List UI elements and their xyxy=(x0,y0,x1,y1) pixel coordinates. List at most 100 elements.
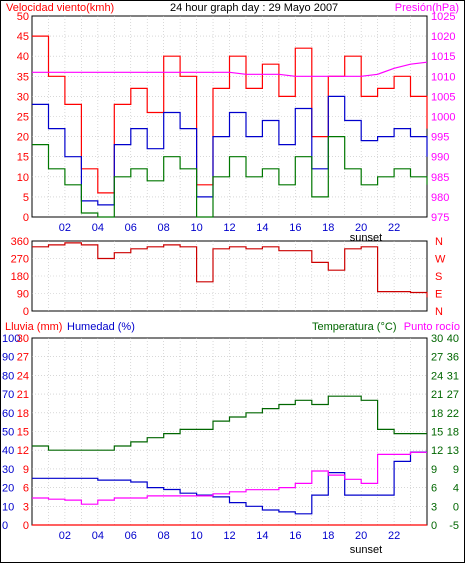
temp-left-tick-27: 27 xyxy=(431,352,443,364)
pressure-y-tick-985: 985 xyxy=(431,172,449,184)
pressure-y-tick-990: 990 xyxy=(431,152,449,164)
temp-right-tick-2: 4 xyxy=(453,483,459,495)
humidity-y-tick-0: 0 xyxy=(2,520,8,532)
direction-compass-2: S xyxy=(435,271,442,283)
chart-title: 24 hour graph day : 29 Mayo 2007 xyxy=(170,2,338,14)
humidity-y-tick-30: 30 xyxy=(2,464,14,476)
temp-left-tick-3: 3 xyxy=(431,501,437,513)
temp-left-tick-18: 18 xyxy=(431,408,443,420)
direction-compass-3: E xyxy=(435,289,442,301)
wind-y-tick-35: 35 xyxy=(17,71,29,83)
direction-line xyxy=(32,242,428,298)
direction-compass-0: N xyxy=(435,236,443,248)
wind-y-tick-40: 40 xyxy=(17,51,29,63)
humidity-y-tick-90: 90 xyxy=(2,352,14,364)
climate-x-tick-06: 06 xyxy=(125,530,137,542)
direction-y-tick-270: 270 xyxy=(11,254,29,266)
direction-y-tick-90: 90 xyxy=(17,289,29,301)
climate-x-tick-14: 14 xyxy=(256,530,268,542)
min-line xyxy=(32,136,428,218)
temperature-line xyxy=(32,395,427,451)
temp-right-tick-4: 13 xyxy=(447,445,459,457)
rain-y-tick-12: 12 xyxy=(17,445,29,457)
rain-y-tick-0: 0 xyxy=(23,520,29,532)
sunset-note-bottom: sunset xyxy=(350,544,382,556)
pressure-y-tick-1015: 1015 xyxy=(431,51,455,63)
dewpoint-line xyxy=(32,451,427,505)
wind-x-tick-10: 10 xyxy=(190,222,202,234)
temp-left-tick-21: 21 xyxy=(431,389,443,401)
wind-y-tick-10: 10 xyxy=(17,172,29,184)
rain-y-tick-24: 24 xyxy=(17,370,29,382)
direction-y-tick-0: 0 xyxy=(23,306,29,318)
wind-x-tick-04: 04 xyxy=(92,222,104,234)
pressure-y-tick-1020: 1020 xyxy=(431,31,455,43)
climate-x-tick-04: 04 xyxy=(92,530,104,542)
temp-left-tick-15: 15 xyxy=(431,427,443,439)
temp-right-tick-10: 40 xyxy=(447,333,459,345)
rain-axis-label: Lluvia (mm) xyxy=(5,321,62,333)
gust-line xyxy=(32,35,428,194)
pressure-y-tick-1010: 1010 xyxy=(431,71,455,83)
wind-x-tick-14: 14 xyxy=(256,222,268,234)
temp-left-tick-12: 12 xyxy=(431,445,443,457)
rain-y-tick-9: 9 xyxy=(23,464,29,476)
rain-y-tick-6: 6 xyxy=(23,483,29,495)
rain-y-tick-30: 30 xyxy=(17,333,29,345)
climate-x-tick-18: 18 xyxy=(322,530,334,542)
climate-x-tick-10: 10 xyxy=(190,530,202,542)
wind-y-tick-5: 5 xyxy=(23,192,29,204)
pressure-axis-label: Presión(hPa) xyxy=(395,2,459,14)
temp-left-tick-6: 6 xyxy=(431,483,437,495)
temp-left-tick-0: 0 xyxy=(431,520,437,532)
wind-x-tick-20: 20 xyxy=(355,222,367,234)
chart-marks: 0510152025303540455097598098599099510001… xyxy=(2,11,459,542)
direction-compass-1: W xyxy=(435,254,446,266)
humidity-y-tick-40: 40 xyxy=(2,445,14,457)
climate-x-tick-22: 22 xyxy=(388,530,400,542)
temp-right-tick-9: 36 xyxy=(447,352,459,364)
wind-x-tick-22: 22 xyxy=(388,222,400,234)
climate-x-tick-12: 12 xyxy=(223,530,235,542)
wind-x-tick-02: 02 xyxy=(59,222,71,234)
pressure-y-tick-980: 980 xyxy=(431,192,449,204)
humidity-axis-label: Humedad (%) xyxy=(67,321,135,333)
wind-y-tick-20: 20 xyxy=(17,132,29,144)
wind-axis-label: Velocidad viento(kmh) xyxy=(6,2,114,14)
wind-y-tick-25: 25 xyxy=(17,112,29,124)
temp-left-tick-30: 30 xyxy=(431,333,443,345)
wind-y-tick-15: 15 xyxy=(17,152,29,164)
pressure-y-tick-1000: 1000 xyxy=(431,112,455,124)
climate-x-tick-20: 20 xyxy=(355,530,367,542)
humidity-y-tick-50: 50 xyxy=(2,427,14,439)
climate-x-tick-08: 08 xyxy=(158,530,170,542)
temp-left-tick-24: 24 xyxy=(431,370,443,382)
climate-x-tick-02: 02 xyxy=(59,530,71,542)
temp-right-tick-5: 18 xyxy=(447,427,459,439)
humidity-y-tick-20: 20 xyxy=(2,483,14,495)
humidity-line xyxy=(32,451,427,515)
temp-right-tick-8: 31 xyxy=(447,370,459,382)
humidity-y-tick-10: 10 xyxy=(2,501,14,513)
pressure-y-tick-995: 995 xyxy=(431,132,449,144)
wind-x-tick-06: 06 xyxy=(125,222,137,234)
direction-panel xyxy=(31,240,428,312)
rain-y-tick-27: 27 xyxy=(17,352,29,364)
wind-x-tick-12: 12 xyxy=(223,222,235,234)
pressure-y-tick-975: 975 xyxy=(431,212,449,224)
temp-right-tick-7: 27 xyxy=(447,389,459,401)
temp-right-tick-6: 22 xyxy=(447,408,459,420)
wind-y-tick-30: 30 xyxy=(17,91,29,103)
wind-x-tick-18: 18 xyxy=(322,222,334,234)
pressure-y-tick-1025: 1025 xyxy=(431,11,455,23)
pressure-line xyxy=(32,61,428,77)
climate-x-tick-16: 16 xyxy=(289,530,301,542)
direction-compass-4: N xyxy=(435,306,443,318)
rain-y-tick-21: 21 xyxy=(17,389,29,401)
wind-y-tick-0: 0 xyxy=(23,212,29,224)
temp-right-tick-0: -5 xyxy=(449,520,459,532)
humidity-y-tick-80: 80 xyxy=(2,370,14,382)
rain-y-tick-15: 15 xyxy=(17,427,29,439)
rain-y-tick-18: 18 xyxy=(17,408,29,420)
